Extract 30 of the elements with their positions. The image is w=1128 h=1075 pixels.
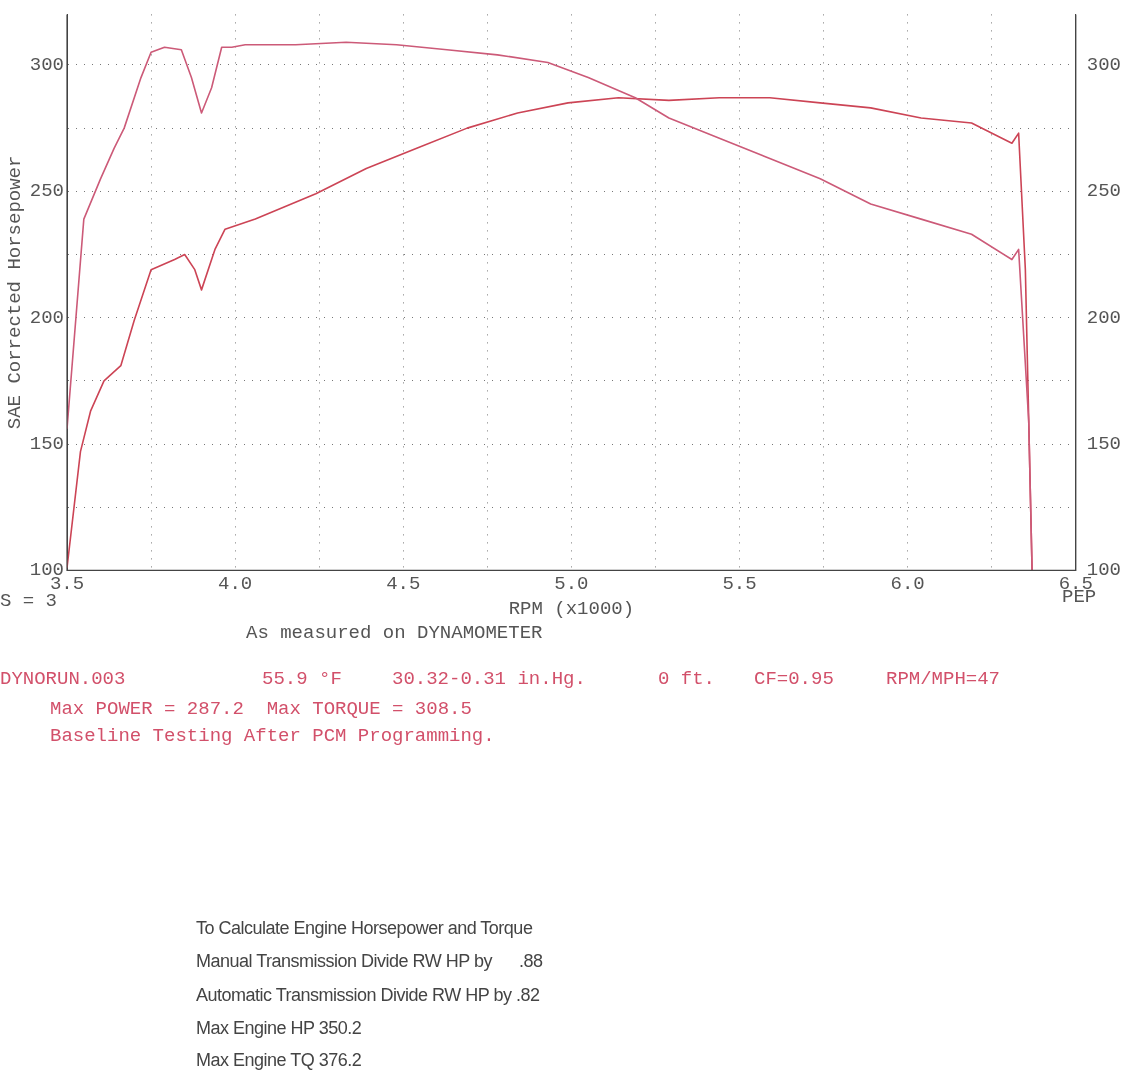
y-tick-label: 150 [29, 433, 65, 456]
text: Manual Transmission Divide RW HP by .88 [196, 951, 543, 972]
x-axis-title: RPM (x1000) [508, 597, 635, 620]
text: RPM/MPH=47 [886, 668, 1001, 690]
y2-tick-label: 250 [1086, 180, 1122, 203]
y-tick-label: 200 [29, 306, 65, 329]
x-tick-label: 5.0 [554, 572, 589, 595]
text: Automatic Transmission Divide RW HP by .82 [196, 985, 540, 1006]
y-tick-label: 250 [29, 180, 65, 203]
text: 55.9 °F [262, 668, 342, 690]
x-tick-label: 5.5 [722, 572, 757, 595]
x-tick-label: 4.0 [218, 572, 253, 595]
text: Max Engine TQ 376.2 [196, 1050, 362, 1071]
text: S = 3 [0, 590, 58, 612]
text: Max POWER = 287.2 Max TORQUE = 308.5 [50, 698, 472, 720]
text: As measured on DYNAMOMETER [246, 622, 543, 644]
text: Baseline Testing After PCM Programming. [50, 725, 495, 747]
text: To Calculate Engine Horsepower and Torque [196, 918, 533, 939]
y-tick-label: 300 [29, 53, 65, 76]
text: DYNORUN.003 [0, 668, 126, 690]
y2-tick-label: 300 [1086, 53, 1122, 76]
x-tick-label: 6.0 [890, 572, 925, 595]
y2-tick-label: 150 [1086, 433, 1122, 456]
text: CF=0.95 [754, 668, 834, 690]
text: 0 ft. [658, 668, 716, 690]
text: Max Engine HP 350.2 [196, 1018, 362, 1039]
y-axis-title: SAE Corrected Horsepower [4, 155, 27, 430]
x-tick-label: 4.5 [386, 572, 421, 595]
y2-tick-label: 200 [1086, 306, 1122, 329]
text: 30.32-0.31 in.Hg. [392, 668, 586, 690]
